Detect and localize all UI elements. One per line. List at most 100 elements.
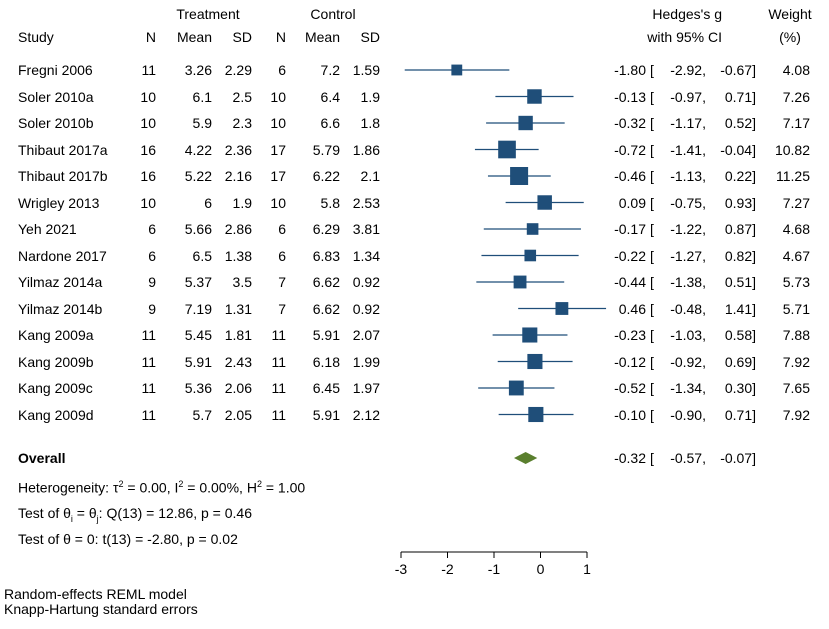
n1-value: 11 (141, 353, 156, 370)
mean1-value: 6.5 (192, 247, 212, 264)
ci-low-value: -0.90, (670, 406, 706, 423)
sd2-value: 2.1 (360, 168, 380, 184)
study-name: Yeh 2021 (18, 221, 77, 237)
n2-value: 10 (270, 88, 286, 105)
sd1-value: 2.86 (224, 221, 252, 237)
n1-value: 10 (140, 194, 156, 211)
sd2-value: 1.86 (352, 141, 380, 158)
mean1-value: 5.22 (184, 168, 212, 184)
ci-low-value: -0.92, (670, 353, 706, 370)
ci-bracket: [ (650, 141, 654, 158)
n1-value: 11 (141, 406, 156, 423)
ci-bracket: [ (650, 327, 654, 343)
ci-high-value: 0.71] (724, 88, 756, 105)
study-name: Wrigley 2013 (18, 194, 100, 211)
sd1-value: 3.5 (232, 274, 252, 290)
ci-low-value: -0.97, (670, 88, 706, 105)
mean1-value: 6.1 (192, 88, 212, 105)
sd2-value: 1.34 (352, 247, 380, 264)
mean2-value: 6.29 (312, 221, 340, 237)
mean2-value: 5.8 (320, 194, 340, 211)
weight-value: 7.26 (782, 88, 810, 105)
sd2-value: 0.92 (352, 300, 380, 317)
sd2-value: 2.12 (352, 406, 380, 423)
effect-marker (528, 406, 544, 423)
overall-hi: -0.07] (720, 450, 756, 466)
mean2-value: 6.4 (320, 88, 340, 105)
study-name: Yilmaz 2014b (18, 300, 103, 317)
ci-low-value: -1.34, (670, 380, 706, 396)
study-name: Kang 2009a (18, 327, 94, 343)
n2-value: 7 (278, 274, 286, 290)
mean1-value: 4.22 (184, 141, 212, 158)
n1-header: N (145, 29, 156, 45)
ci-high-value: 0.93] (724, 194, 756, 211)
weight-value: 10.82 (774, 141, 810, 158)
overall-bracket: [ (650, 450, 654, 466)
sd1-value: 2.36 (224, 141, 252, 158)
ci-bracket: [ (650, 353, 654, 370)
ci-low-value: -1.03, (670, 327, 706, 343)
mean2-value: 6.18 (312, 353, 340, 370)
sd1-value: 1.38 (224, 247, 252, 264)
effect-marker (510, 167, 529, 185)
ci-high-value: 0.58] (724, 327, 756, 343)
weight-value: 7.88 (782, 327, 810, 343)
n2-header: N (275, 29, 286, 45)
effect-header-1: Hedges's g (652, 6, 722, 22)
sd1-value: 2.43 (224, 353, 252, 370)
g-value: -0.13 (614, 88, 646, 105)
mean1-value: 6 (204, 194, 212, 211)
weight-value: 4.68 (782, 221, 810, 237)
n1-value: 9 (148, 300, 156, 317)
ci-low-value: -1.13, (670, 168, 706, 184)
overall-lo: -0.57, (670, 450, 706, 466)
ci-bracket: [ (650, 115, 654, 131)
ci-bracket: [ (650, 247, 654, 264)
ci-low-value: -0.75, (670, 194, 706, 211)
n2-value: 11 (271, 380, 286, 396)
weight-header-1: Weight (768, 6, 812, 22)
sd2-value: 1.9 (360, 88, 380, 105)
effect-marker (513, 275, 527, 289)
ci-bracket: [ (650, 274, 654, 290)
weight-value: 7.27 (782, 194, 810, 211)
footer-model: Random-effects REML model (4, 586, 187, 602)
n2-value: 11 (271, 353, 286, 370)
study-header: Study (18, 29, 54, 45)
effect-marker (524, 249, 537, 262)
overall-label: Overall (18, 450, 66, 466)
n2-value: 17 (270, 141, 286, 158)
sd2-value: 2.53 (352, 194, 380, 211)
sd1-header: SD (232, 29, 252, 45)
sd1-value: 2.5 (232, 88, 252, 105)
ci-bracket: [ (650, 62, 654, 78)
n1-value: 6 (148, 247, 156, 264)
mean2-value: 6.62 (312, 274, 340, 290)
effect-marker (526, 223, 539, 235)
n1-value: 10 (140, 115, 156, 131)
g-value: -0.23 (614, 327, 646, 343)
sd2-value: 0.92 (352, 274, 380, 290)
x-tick-label: -2 (441, 561, 454, 577)
ci-low-value: -1.38, (670, 274, 706, 290)
ci-high-value: -0.04] (720, 141, 756, 158)
ci-low-value: -1.41, (670, 141, 706, 158)
study-name: Yilmaz 2014a (18, 274, 103, 290)
mean1-value: 5.37 (184, 274, 212, 290)
effect-marker (522, 327, 538, 343)
ci-high-value: 1.41] (724, 300, 756, 317)
ci-bracket: [ (650, 300, 654, 317)
ci-bracket: [ (650, 88, 654, 105)
ci-high-value: 0.30] (724, 380, 756, 396)
ci-high-value: 0.52] (724, 115, 756, 131)
n2-value: 17 (270, 168, 286, 184)
sd2-header: SD (360, 29, 380, 45)
n1-value: 6 (148, 221, 156, 237)
sd1-value: 1.81 (224, 327, 252, 343)
effect-marker (555, 302, 569, 315)
ci-high-value: 0.82] (724, 247, 756, 264)
mean1-value: 5.66 (184, 221, 212, 237)
mean1-value: 5.91 (184, 353, 212, 370)
